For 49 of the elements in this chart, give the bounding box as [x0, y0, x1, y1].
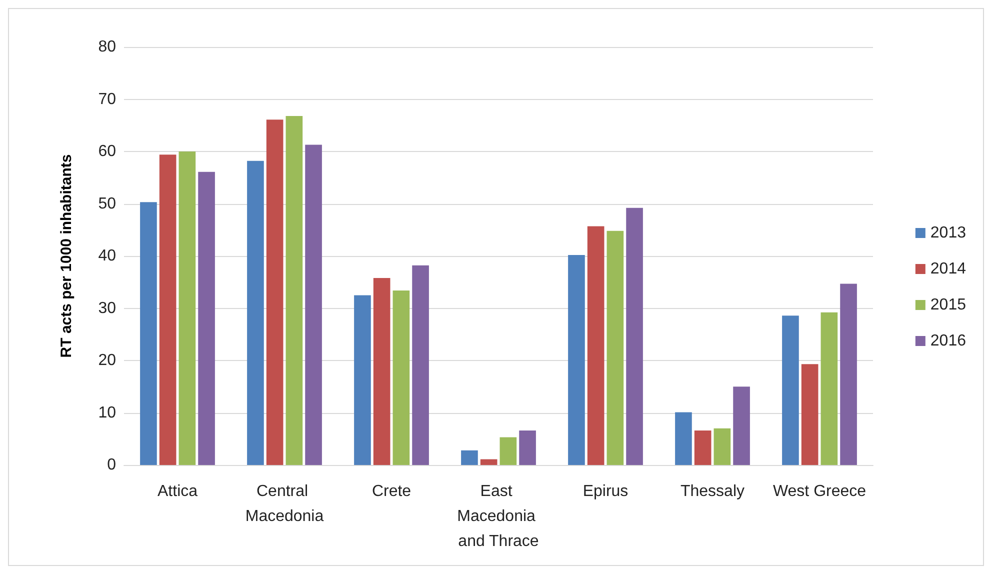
bar	[140, 202, 157, 465]
bar	[606, 230, 624, 465]
y-tick-label: 50	[98, 195, 116, 212]
bar	[198, 172, 215, 465]
bar	[714, 428, 731, 465]
bar	[354, 295, 371, 465]
bar	[587, 226, 604, 465]
y-axis-title: RT acts per 1000 inhabitants	[58, 154, 75, 358]
bar	[461, 450, 478, 465]
bar	[626, 208, 643, 465]
bar	[247, 160, 264, 465]
y-tick-label: 0	[107, 456, 116, 474]
x-tick-label: Crete	[372, 483, 412, 500]
y-tick-label: 20	[98, 352, 116, 369]
x-tick-label: East Macedonia and Thrace	[457, 483, 540, 550]
x-tick-label: Epirus	[582, 483, 628, 500]
bar	[568, 254, 585, 465]
bar	[286, 116, 303, 465]
bar	[305, 144, 322, 465]
bar	[733, 386, 750, 465]
legend-label: 2014	[930, 260, 966, 278]
y-tick-label: 60	[98, 143, 116, 160]
y-tick-label: 10	[98, 404, 116, 422]
bar	[392, 290, 410, 465]
x-tick-label: Attica	[157, 483, 198, 500]
bar	[519, 430, 536, 465]
legend-label: 2013	[930, 224, 966, 242]
x-tick-label: Central Macedonia	[245, 483, 324, 525]
bar	[178, 152, 196, 465]
y-tick-label: 70	[98, 90, 116, 108]
bar	[820, 312, 838, 465]
bar	[266, 120, 284, 465]
bar	[801, 364, 818, 465]
bar	[373, 278, 390, 465]
x-tick-label: West Greece	[772, 483, 866, 500]
bar	[500, 437, 517, 465]
bar	[480, 459, 498, 465]
x-tick-label: Thessaly	[680, 483, 745, 500]
y-tick-label: 30	[98, 300, 116, 317]
y-tick-label: 40	[98, 248, 116, 264]
bar	[694, 430, 712, 465]
bar	[675, 412, 692, 465]
bar	[159, 154, 176, 465]
bar	[782, 316, 799, 465]
legend-label: 2015	[930, 296, 966, 314]
bar	[412, 265, 429, 465]
bar	[840, 284, 857, 465]
legend-label: 2016	[930, 332, 966, 350]
y-tick-label: 80	[98, 38, 116, 56]
